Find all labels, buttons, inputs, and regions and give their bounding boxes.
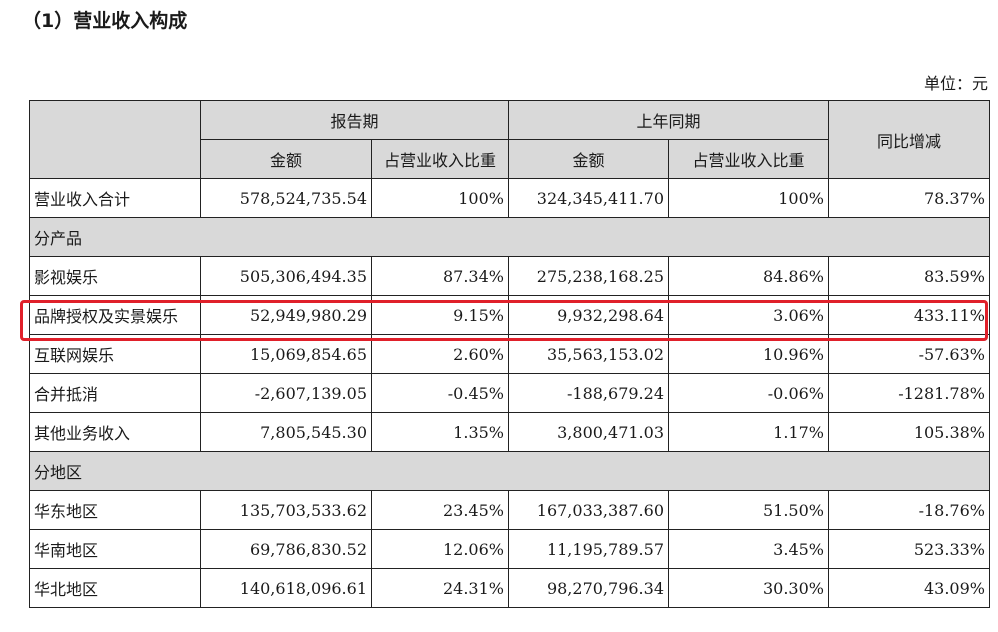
prior-amount-cell: 324,345,411.70 bbox=[508, 178, 669, 218]
yoy-change-cell: 83.59% bbox=[828, 256, 990, 296]
current-share-cell: 1.35% bbox=[371, 412, 509, 452]
header-corner-cell bbox=[29, 100, 201, 179]
prior-share-cell: 30.30% bbox=[668, 568, 829, 608]
table-row: 合并抵消 -2,607,139.05 -0.45% -188,679.24 -0… bbox=[29, 373, 990, 413]
section-label: 分地区 bbox=[29, 451, 990, 491]
prior-amount-cell: -188,679.24 bbox=[508, 373, 669, 413]
header-report-period: 报告期 bbox=[200, 100, 509, 140]
current-share-cell: 87.34% bbox=[371, 256, 509, 296]
prior-amount-cell: 167,033,387.60 bbox=[508, 490, 669, 530]
table-row: 华东地区 135,703,533.62 23.45% 167,033,387.6… bbox=[29, 490, 990, 530]
prior-amount-cell: 35,563,153.02 bbox=[508, 334, 669, 374]
prior-amount-cell: 9,932,298.64 bbox=[508, 295, 669, 335]
prior-share-cell: -0.06% bbox=[668, 373, 829, 413]
row-label: 营业收入合计 bbox=[29, 178, 201, 218]
revenue-table: 报告期 上年同期 同比增减 金额 占营业收入比重 金额 占营业收入比重 营业收入… bbox=[29, 100, 990, 608]
yoy-change-cell: 105.38% bbox=[828, 412, 990, 452]
row-label: 合并抵消 bbox=[29, 373, 201, 413]
yoy-change-cell: -18.76% bbox=[828, 490, 990, 530]
current-share-cell: 23.45% bbox=[371, 490, 509, 530]
prior-share-cell: 100% bbox=[668, 178, 829, 218]
section-header-row: 分产品 bbox=[29, 217, 990, 257]
row-label: 其他业务收入 bbox=[29, 412, 201, 452]
row-label: 华北地区 bbox=[29, 568, 201, 608]
section-label: 分产品 bbox=[29, 217, 990, 257]
row-label: 影视娱乐 bbox=[29, 256, 201, 296]
current-share-cell: -0.45% bbox=[371, 373, 509, 413]
header-row-1: 报告期 上年同期 同比增减 bbox=[29, 100, 990, 179]
row-label: 华东地区 bbox=[29, 490, 201, 530]
current-share-cell: 24.31% bbox=[371, 568, 509, 608]
table-row: 华北地区 140,618,096.61 24.31% 98,270,796.34… bbox=[29, 568, 990, 608]
prior-share-cell: 51.50% bbox=[668, 490, 829, 530]
header-share: 占营业收入比重 bbox=[371, 139, 509, 179]
table-row: 其他业务收入 7,805,545.30 1.35% 3,800,471.03 1… bbox=[29, 412, 990, 452]
current-amount-cell: 505,306,494.35 bbox=[200, 256, 372, 296]
header-prior-period: 上年同期 bbox=[508, 100, 829, 140]
current-amount-cell: 7,805,545.30 bbox=[200, 412, 372, 452]
table-row: 影视娱乐 505,306,494.35 87.34% 275,238,168.2… bbox=[29, 256, 990, 296]
current-share-cell: 12.06% bbox=[371, 529, 509, 569]
section-header-row: 分地区 bbox=[29, 451, 990, 491]
header-amount: 金额 bbox=[200, 139, 372, 179]
yoy-change-cell: 433.11% bbox=[828, 295, 990, 335]
yoy-change-cell: -57.63% bbox=[828, 334, 990, 374]
yoy-change-cell: -1281.78% bbox=[828, 373, 990, 413]
prior-share-cell: 3.06% bbox=[668, 295, 829, 335]
table-row: 华南地区 69,786,830.52 12.06% 11,195,789.57 … bbox=[29, 529, 990, 569]
yoy-change-cell: 523.33% bbox=[828, 529, 990, 569]
current-amount-cell: 15,069,854.65 bbox=[200, 334, 372, 374]
current-amount-cell: 69,786,830.52 bbox=[200, 529, 372, 569]
prior-share-cell: 10.96% bbox=[668, 334, 829, 374]
row-label: 品牌授权及实景娱乐 bbox=[29, 295, 201, 335]
section-title: （1）营业收入构成 bbox=[22, 10, 188, 32]
current-amount-cell: 135,703,533.62 bbox=[200, 490, 372, 530]
current-amount-cell: 140,618,096.61 bbox=[200, 568, 372, 608]
table-row: 品牌授权及实景娱乐 52,949,980.29 9.15% 9,932,298.… bbox=[29, 295, 990, 335]
current-amount-cell: 578,524,735.54 bbox=[200, 178, 372, 218]
header-yoy: 同比增减 bbox=[828, 100, 990, 179]
header-row-2: 金额 占营业收入比重 金额 占营业收入比重 bbox=[30, 139, 990, 179]
table-row: 互联网娱乐 15,069,854.65 2.60% 35,563,153.02 … bbox=[29, 334, 990, 374]
current-share-cell: 100% bbox=[371, 178, 509, 218]
current-amount-cell: 52,949,980.29 bbox=[200, 295, 372, 335]
current-share-cell: 9.15% bbox=[371, 295, 509, 335]
total-row: 营业收入合计 578,524,735.54 100% 324,345,411.7… bbox=[29, 178, 990, 218]
prior-amount-cell: 11,195,789.57 bbox=[508, 529, 669, 569]
prior-amount-cell: 275,238,168.25 bbox=[508, 256, 669, 296]
row-label: 互联网娱乐 bbox=[29, 334, 201, 374]
prior-share-cell: 84.86% bbox=[668, 256, 829, 296]
header-share: 占营业收入比重 bbox=[668, 139, 829, 179]
prior-amount-cell: 98,270,796.34 bbox=[508, 568, 669, 608]
prior-share-cell: 3.45% bbox=[668, 529, 829, 569]
yoy-change-cell: 78.37% bbox=[828, 178, 990, 218]
current-share-cell: 2.60% bbox=[371, 334, 509, 374]
prior-share-cell: 1.17% bbox=[668, 412, 829, 452]
row-label: 华南地区 bbox=[29, 529, 201, 569]
current-amount-cell: -2,607,139.05 bbox=[200, 373, 372, 413]
yoy-change-cell: 43.09% bbox=[828, 568, 990, 608]
header-amount: 金额 bbox=[508, 139, 669, 179]
unit-label: 单位：元 bbox=[923, 74, 988, 93]
prior-amount-cell: 3,800,471.03 bbox=[508, 412, 669, 452]
